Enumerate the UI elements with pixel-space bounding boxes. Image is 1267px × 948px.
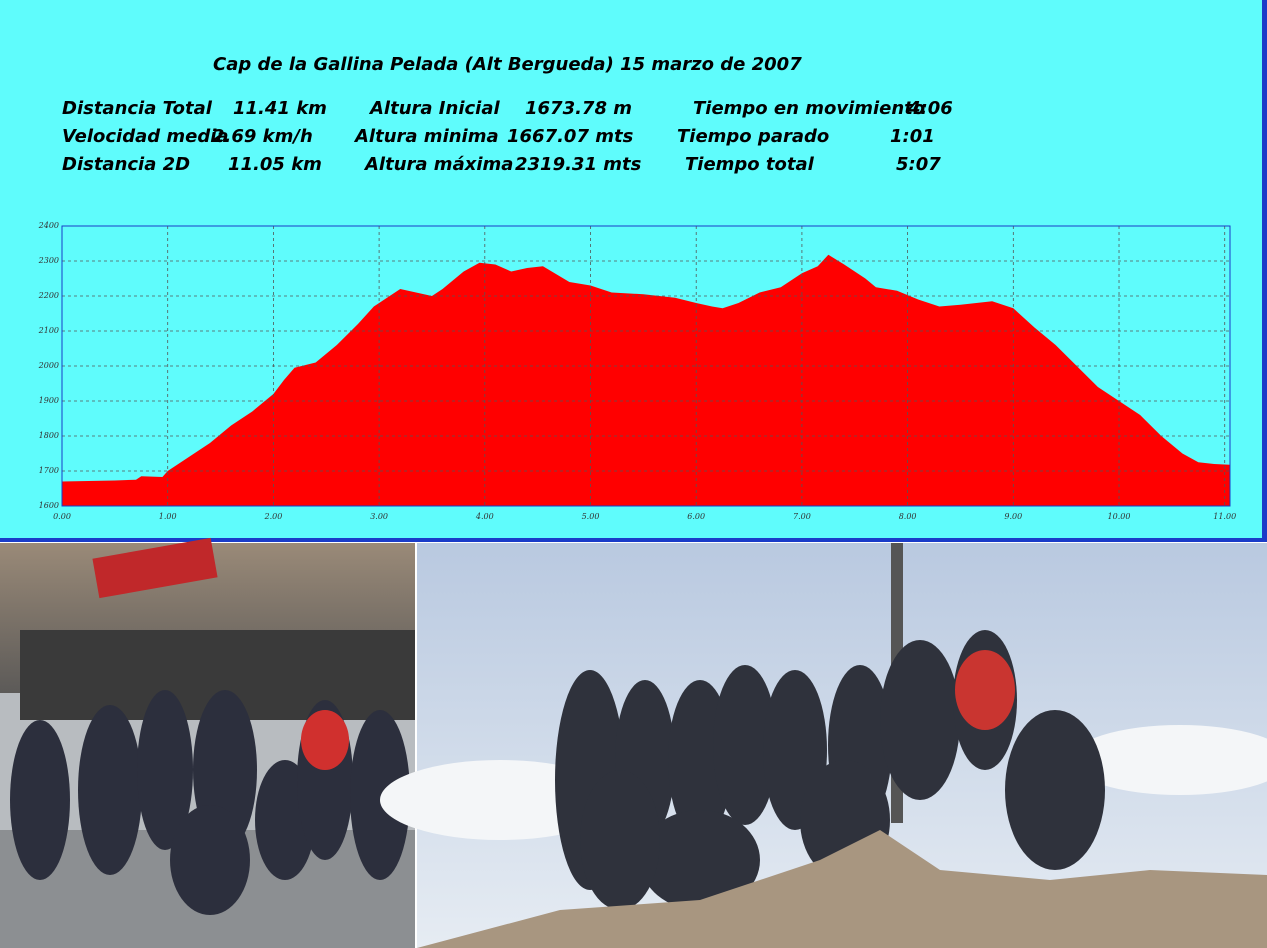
stat-label: Tiempo parado [677,126,829,147]
plot-border [61,225,1231,507]
y-tick-label: 2100 [38,326,59,335]
y-tick-label: 1800 [39,431,59,440]
x-tick-label: 6.00 [687,512,705,521]
elevation-area [62,254,1230,506]
photo-right [380,543,1267,948]
x-tick-label: 11.00 [1213,512,1236,521]
stats: Distancia Total 11.41 km Altura Inicial 167… [62,98,953,175]
stat-label: Tiempo total [685,154,815,175]
stat-label: Velocidad media [62,126,229,147]
x-tick-label: 8.00 [899,512,917,521]
stat-label: Distancia 2D [62,154,190,175]
rocks [417,830,1267,948]
x-tick-label: 7.00 [793,512,811,521]
stat-label: Tiempo en movimiento [693,98,925,119]
x-tick-label: 9.00 [1004,512,1022,521]
y-tick-label: 1700 [39,466,59,475]
y-tick-label: 1600 [39,501,59,510]
y-tick-label: 1900 [39,396,59,405]
x-tick-label: 4.00 [475,512,494,521]
y-tick-label: 2200 [38,291,59,300]
stat-value: 4:06 [907,98,953,119]
stat-value: 2319.31 mts [515,154,642,175]
x-tick-label: 0.00 [53,512,71,521]
x-tick-label: 10.00 [1108,512,1131,521]
stat-value: 11.41 km [233,98,327,119]
stat-value: 1673.78 m [525,98,632,119]
stat-value: 1:01 [890,126,935,147]
x-tick-label: 5.00 [582,512,600,521]
stat-label: Altura máxima [363,154,513,175]
sign [92,537,218,599]
panel-border [1262,0,1267,540]
plot: 1600 1700 1800 1900 2000 2100 2200 2300 2400 0.00… [38,221,1237,521]
stat-value: 11.05 km [228,154,322,175]
chart-title: Cap de la Gallina Pelada (Alt Bergueda) … [213,54,802,75]
stat-label: Altura Inicial [368,98,500,119]
x-tick-label: 3.00 [370,512,388,521]
stat-value: 2.69 km/h [212,126,313,147]
cloud [1070,725,1267,795]
stat-value: 5:07 [896,154,941,175]
stat-value: 1667.07 mts [507,126,634,147]
people [10,690,410,915]
panel-border [0,538,1267,542]
y-tick-label: 2300 [38,256,59,265]
stat-label: Altura minima [353,126,499,147]
x-tick-label: 1.00 [159,512,177,521]
y-tick-label: 2400 [38,221,59,230]
x-tick-label: 2.00 [263,512,282,521]
people [555,630,1105,910]
y-tick-label: 2000 [38,361,59,370]
jacket [955,650,1015,730]
jacket [301,710,349,770]
photo-left [0,537,415,948]
stat-label: Distancia Total [62,98,213,119]
